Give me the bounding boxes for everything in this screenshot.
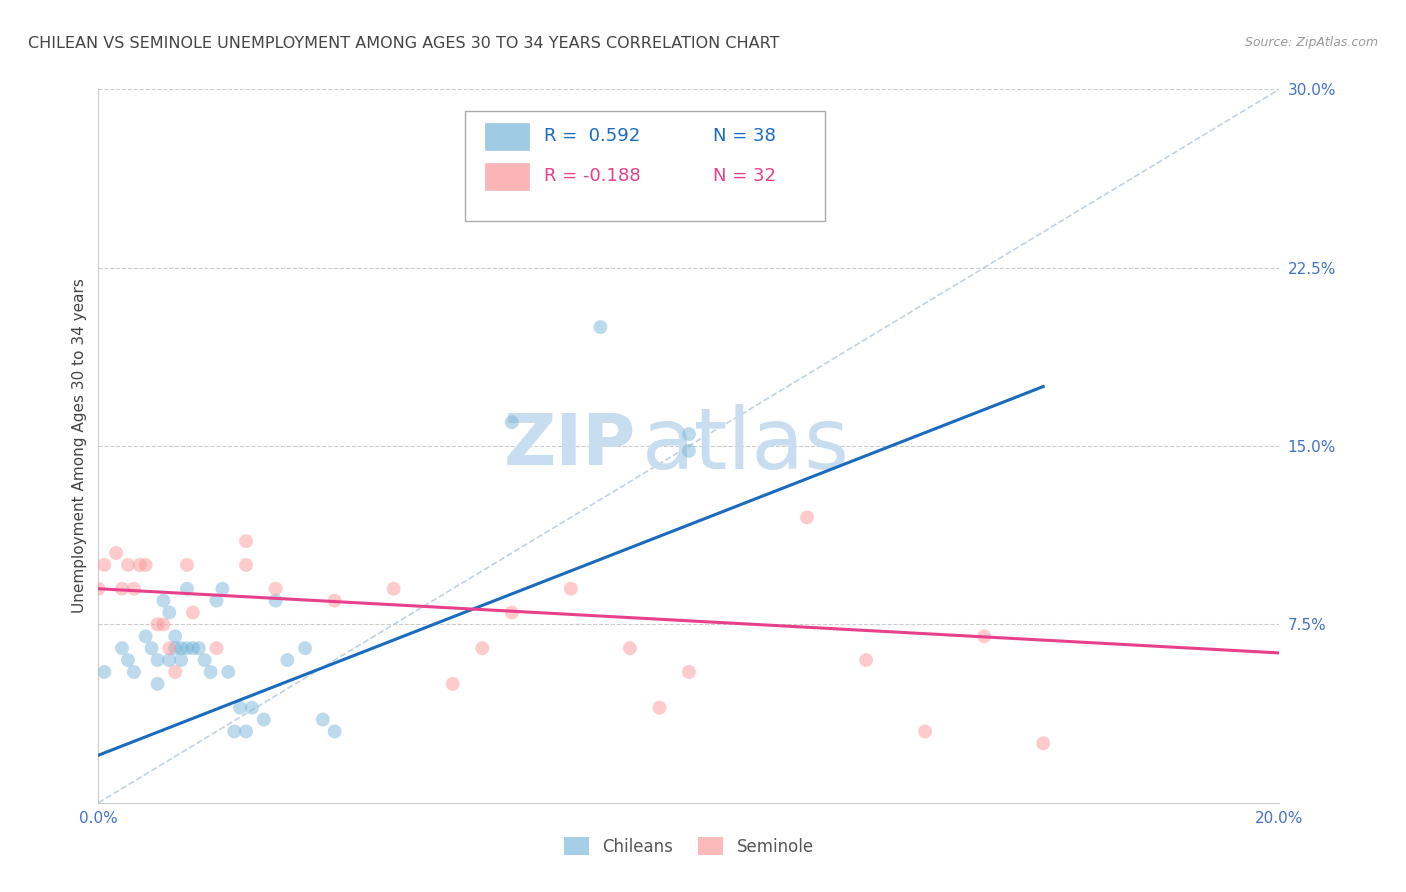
Point (187, 641, 209, 656)
Point (165, 665, 187, 679)
Point (93, 665, 115, 679)
Point (589, 320, 612, 334)
Point (240, 700, 263, 714)
Point (678, 427, 700, 442)
Point (146, 617, 169, 632)
Point (323, 724, 346, 739)
Point (170, 653, 193, 667)
Point (146, 677, 169, 691)
Point (128, 558, 150, 572)
Point (235, 724, 257, 739)
Point (678, 443, 700, 458)
Point (152, 593, 174, 607)
Text: CHILEAN VS SEMINOLE UNEMPLOYMENT AMONG AGES 30 TO 34 YEARS CORRELATION CHART: CHILEAN VS SEMINOLE UNEMPLOYMENT AMONG A… (28, 36, 779, 51)
Point (253, 713, 276, 727)
Point (146, 653, 169, 667)
Point (157, 641, 180, 656)
Point (501, 606, 523, 620)
Point (323, 593, 346, 607)
Point (194, 653, 217, 667)
Point (117, 653, 139, 667)
Point (312, 713, 335, 727)
Point (181, 606, 204, 620)
Point (93, 558, 115, 572)
Y-axis label: Unemployment Among Ages 30 to 34 years: Unemployment Among Ages 30 to 34 years (72, 278, 87, 614)
FancyBboxPatch shape (464, 111, 825, 221)
Point (1032, 736, 1054, 750)
Text: ZIP: ZIP (503, 411, 636, 481)
Point (973, 629, 995, 643)
Point (914, 724, 936, 739)
Point (855, 653, 877, 667)
Text: N = 32: N = 32 (713, 168, 776, 186)
Point (205, 593, 228, 607)
Point (382, 582, 405, 596)
Point (205, 641, 228, 656)
Point (619, 641, 641, 656)
Text: R = -0.188: R = -0.188 (544, 168, 640, 186)
Point (122, 582, 145, 596)
Point (135, 629, 157, 643)
Point (471, 641, 494, 656)
Text: N = 38: N = 38 (713, 128, 776, 145)
Point (560, 582, 582, 596)
Point (135, 558, 157, 572)
Point (176, 558, 198, 572)
Point (200, 665, 222, 679)
Point (678, 665, 700, 679)
Point (217, 665, 239, 679)
Point (157, 653, 180, 667)
Point (111, 582, 134, 596)
Text: atlas: atlas (641, 404, 849, 488)
FancyBboxPatch shape (485, 162, 530, 190)
Point (264, 593, 287, 607)
Point (170, 641, 193, 656)
Point (111, 641, 134, 656)
Text: Source: ZipAtlas.com: Source: ZipAtlas.com (1244, 36, 1378, 49)
Point (165, 641, 187, 656)
FancyBboxPatch shape (485, 123, 530, 150)
Point (648, 700, 671, 714)
Point (117, 558, 139, 572)
Point (176, 641, 198, 656)
Point (276, 653, 298, 667)
Point (501, 415, 523, 429)
Point (235, 558, 257, 572)
Point (224, 724, 246, 739)
Point (87, 582, 110, 596)
Point (165, 629, 187, 643)
Point (796, 510, 818, 524)
Point (141, 641, 163, 656)
Point (176, 582, 198, 596)
Point (122, 665, 145, 679)
Point (294, 641, 316, 656)
Point (152, 617, 174, 632)
Point (229, 700, 252, 714)
Point (105, 546, 128, 560)
Point (157, 606, 180, 620)
Point (264, 582, 287, 596)
Legend: Chileans, Seminole: Chileans, Seminole (557, 830, 821, 863)
Point (441, 677, 464, 691)
Point (181, 641, 204, 656)
Point (235, 534, 257, 549)
Point (211, 582, 233, 596)
Text: R =  0.592: R = 0.592 (544, 128, 640, 145)
